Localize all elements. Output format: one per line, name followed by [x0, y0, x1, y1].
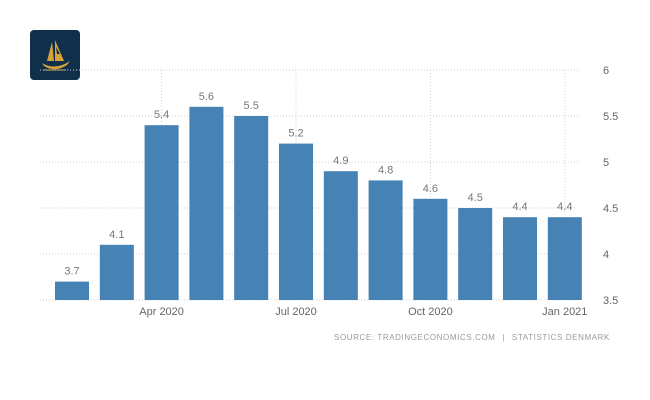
bar [144, 125, 179, 300]
brand-logo [30, 30, 80, 80]
bar-data-label: 4.6 [423, 183, 438, 195]
x-tick-label: Apr 2020 [139, 306, 184, 318]
chart-bars [55, 106, 582, 300]
bar-data-label: 4.5 [468, 192, 483, 204]
y-axis-tick-labels: 3.5 4 4.5 5 5.5 6 [603, 65, 618, 307]
bar-data-label: 5.4 [154, 109, 169, 121]
bar-data-label: 5.2 [288, 128, 303, 140]
bar-data-label: 5.6 [199, 91, 214, 103]
ship-logo-icon [42, 40, 70, 71]
bar-data-label: 4.4 [557, 201, 572, 213]
bar-data-label: 4.1 [109, 229, 124, 241]
bar-data-label: 4.9 [333, 155, 348, 167]
y-tick-label: 5 [603, 157, 609, 169]
bar-data-label: 4.8 [378, 164, 393, 176]
y-tick-label: 4.5 [603, 203, 618, 215]
y-tick-label: 5.5 [603, 111, 618, 123]
bar [189, 106, 224, 300]
bar [547, 217, 582, 300]
bar [234, 116, 269, 300]
bar-data-label: 3.7 [64, 266, 79, 278]
bar [279, 143, 313, 300]
x-tick-label: Jul 2020 [275, 306, 317, 318]
bar [503, 217, 537, 300]
bar [368, 180, 403, 300]
x-tick-label: Jan 2021 [542, 306, 587, 318]
y-tick-label: 3.5 [603, 295, 618, 307]
bar [458, 208, 493, 300]
source-left-text: SOURCE: TRADINGECONOMICS.COM [334, 333, 496, 342]
bar [323, 171, 358, 300]
y-tick-label: 4 [603, 249, 609, 261]
x-tick-label: Oct 2020 [408, 306, 453, 318]
x-axis-tick-labels: Apr 2020 Jul 2020 Oct 2020 Jan 2021 [139, 306, 587, 318]
bar [99, 244, 134, 300]
bar-data-label: 4.4 [512, 201, 527, 213]
chart-data-labels: 3.7 4.1 5.4 5.6 5.5 5.2 4.9 4.8 4.6 4.5 4.4 4.4 [64, 91, 572, 278]
bar [55, 281, 89, 300]
y-tick-label: 6 [603, 65, 609, 77]
bar [413, 198, 448, 300]
source-separator: | [502, 333, 506, 342]
source-right-text: STATISTICS DENMARK [511, 333, 610, 342]
bar-data-label: 5.5 [244, 100, 259, 112]
source-attribution: SOURCE: TRADINGECONOMICS.COM | STATISTIC… [334, 333, 610, 342]
